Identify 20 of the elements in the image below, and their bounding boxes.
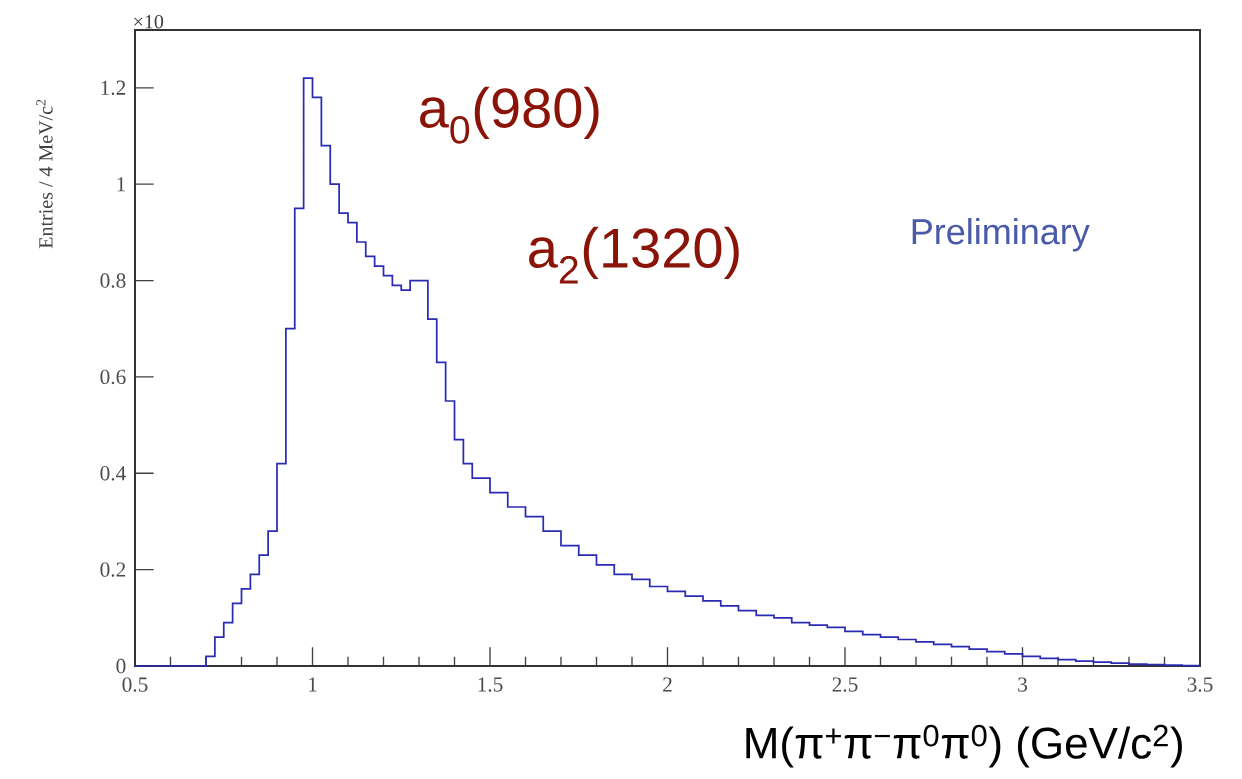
- y-tick-label: 0.6: [100, 369, 126, 385]
- annotation: a$_{0}$(980): [420, 86, 599, 144]
- y-tick-label: 0: [116, 658, 126, 674]
- y-tick-label: 0.8: [100, 273, 126, 288]
- x-tick-label: 0.5: [122, 677, 148, 692]
- y-axis-title: Entries / 4 MeV/c$^{2}$: [36, 99, 53, 249]
- y-tick-label: 1: [117, 177, 126, 192]
- text: M(π$^{+}$π$^{−}$π$^{0}$π$^{0}$) (GeV/c$^{2}$): [746, 724, 1182, 768]
- x-tick-label: 1: [309, 677, 317, 692]
- annotation: Preliminary: [912, 218, 1090, 252]
- x-tick-label: 3.5: [1187, 677, 1213, 692]
- x-tick-label: 3: [1018, 677, 1027, 692]
- text: ×10: [134, 14, 164, 29]
- y-tick-label: 0.2: [100, 562, 126, 577]
- y-tick-label: 1.2: [101, 80, 126, 96]
- y-tick-label: 0.4: [100, 466, 126, 481]
- annotation: a$_{2}$(1320): [529, 226, 739, 284]
- x-tick-label: 2: [663, 677, 672, 692]
- x-tick-label: 2.5: [832, 677, 858, 692]
- x-tick-label: 1.5: [478, 677, 503, 692]
